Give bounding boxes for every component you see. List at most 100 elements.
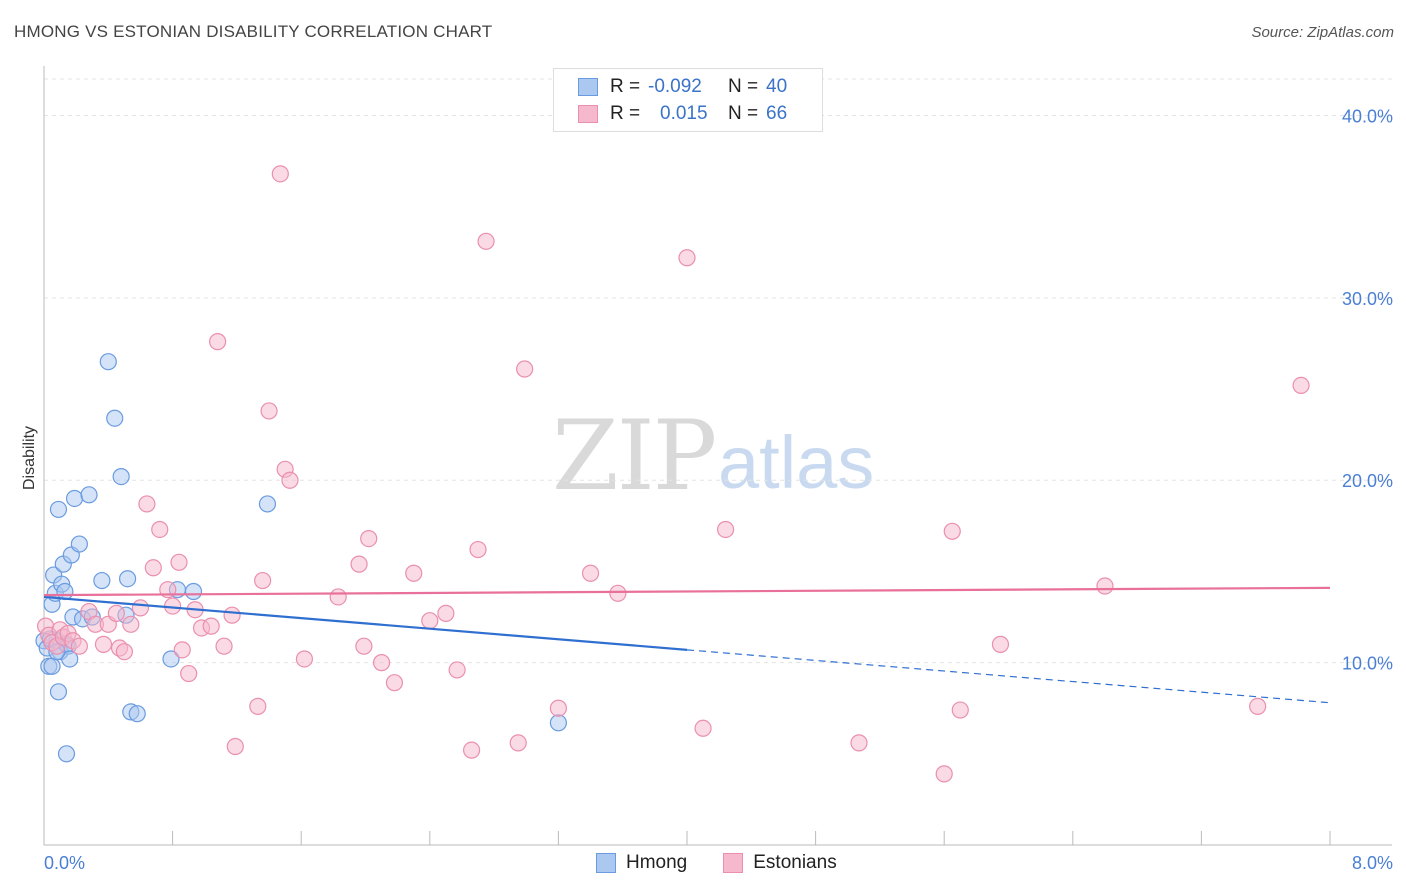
grid-lines — [44, 78, 1392, 664]
tick-labels: 10.0% 20.0% 30.0% 40.0% 0.0% 8.0% — [44, 106, 1393, 873]
estonian-point — [226, 737, 244, 756]
hmong-point — [128, 705, 146, 723]
estonian-point — [115, 643, 133, 661]
estonian-point — [350, 555, 368, 573]
legend-n-value: 40 — [766, 76, 788, 97]
hmong-point — [162, 650, 180, 668]
hmong-point — [184, 582, 203, 601]
estonian-point — [405, 564, 423, 582]
y-tick-label: 40.0% — [1342, 106, 1393, 126]
y-axis-label: Disability — [21, 426, 38, 490]
hmong-point — [99, 353, 117, 371]
legend-swatch-estonians — [578, 105, 598, 123]
estonian-point — [170, 553, 188, 571]
estonian-point — [271, 165, 289, 183]
estonian-point — [144, 559, 162, 577]
legend-r-label: R = — [610, 103, 641, 124]
estonian-point — [223, 606, 241, 624]
estonian-point — [1096, 577, 1114, 595]
estonian-point — [209, 333, 227, 351]
y-tick-label: 20.0% — [1342, 471, 1393, 491]
x-tick-label: 8.0% — [1352, 853, 1393, 873]
hmong-point — [56, 582, 74, 601]
legend-r-label: R = — [610, 76, 641, 97]
estonian-point — [329, 588, 347, 606]
hmong-point — [106, 409, 124, 427]
estonian-point — [295, 650, 314, 668]
hmong-point — [549, 714, 568, 732]
estonian-point — [581, 564, 600, 582]
estonian-point — [437, 604, 455, 622]
estonian-point — [215, 637, 233, 655]
estonian-point — [355, 637, 373, 655]
estonian-point — [469, 540, 487, 559]
legend-n-label: N = — [728, 76, 759, 97]
estonian-point — [694, 719, 712, 737]
estonian-point — [107, 604, 125, 622]
hmong-point — [118, 570, 137, 588]
hmong-point — [112, 467, 130, 486]
legend-item-hmong: Hmong — [596, 852, 687, 874]
legend-label-estonians: Estonians — [753, 852, 837, 873]
estonian-point — [94, 635, 113, 653]
y-tick-label: 30.0% — [1342, 289, 1393, 309]
source-label: Source: ZipAtlas.com — [1251, 24, 1394, 41]
legend-label-hmong: Hmong — [626, 852, 688, 873]
hmong-point — [43, 657, 61, 675]
watermark-zip: ZIP — [552, 400, 717, 512]
legend-swatch-hmong — [596, 853, 616, 873]
axes — [43, 66, 1392, 846]
x-tick-label: 0.0% — [44, 853, 85, 873]
estonian-point — [360, 529, 378, 548]
estonian-trend-line — [43, 586, 1331, 597]
legend-r-value: 0.015 — [660, 103, 708, 124]
estonian-point — [70, 637, 88, 655]
data-points — [35, 165, 1310, 783]
hmong-point — [258, 495, 277, 513]
estonian-point — [372, 654, 391, 672]
estonian-point — [850, 734, 868, 752]
legend-item-estonians: Estonians — [723, 852, 837, 874]
estonian-point — [385, 674, 404, 692]
estonian-point — [509, 734, 527, 752]
estonian-point — [131, 599, 150, 617]
hmong-trend-extension — [686, 649, 1331, 704]
hmong-point — [49, 500, 68, 519]
estonian-point — [281, 471, 299, 489]
watermark-atlas: atlas — [718, 421, 875, 504]
estonian-point — [609, 584, 627, 602]
estonian-point — [516, 360, 534, 378]
legend-swatch-estonians — [723, 853, 744, 873]
correlation-legend: R = -0.092 N = 40 R = 0.015 N = 66 — [553, 68, 823, 132]
estonian-point — [462, 741, 481, 759]
hmong-point — [93, 571, 111, 590]
hmong-point — [65, 489, 84, 508]
series-legend: Hmong Estonians — [596, 852, 873, 874]
estonian-point — [1292, 376, 1310, 394]
estonian-point — [138, 495, 156, 513]
hmong-point — [80, 486, 98, 504]
estonian-point — [1249, 697, 1267, 715]
estonian-point — [260, 402, 278, 420]
estonian-point — [935, 765, 953, 783]
estonian-point — [991, 635, 1010, 653]
estonian-point — [173, 641, 191, 659]
legend-r-value: -0.092 — [648, 76, 702, 97]
estonian-point — [249, 697, 267, 715]
estonian-point — [421, 612, 439, 630]
y-tick-label: 10.0% — [1342, 654, 1393, 674]
hmong-point — [70, 535, 88, 553]
estonian-point — [254, 571, 272, 590]
estonian-point — [122, 615, 140, 633]
hmong-point — [61, 650, 79, 668]
estonian-point — [678, 249, 696, 267]
hmong-point — [57, 745, 76, 763]
estonian-point — [151, 520, 169, 539]
chart-title: HMONG VS ESTONIAN DISABILITY CORRELATION… — [14, 22, 493, 41]
estonian-point — [951, 701, 969, 719]
estonian-point — [448, 661, 466, 679]
legend-n-label: N = — [728, 103, 759, 124]
trend-lines — [43, 586, 1331, 704]
legend-n-value: 66 — [766, 103, 788, 124]
